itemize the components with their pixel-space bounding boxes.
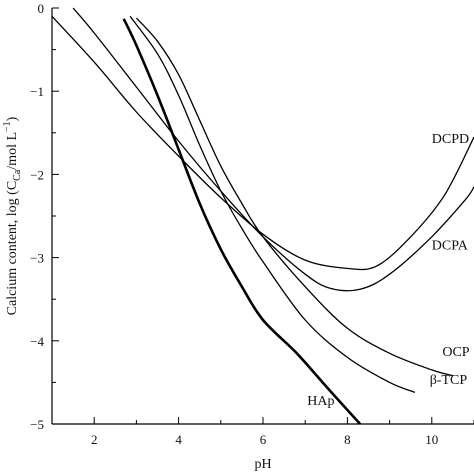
y-tick-label: −1	[30, 84, 44, 99]
series-line-ocp	[135, 17, 454, 377]
series-label-ocp: OCP	[442, 345, 469, 360]
y-axis-title-sub: Ca	[12, 169, 23, 181]
x-tick-label: 10	[425, 432, 438, 447]
y-axis-title: Calcium content, log (CCa/mol L−1)	[2, 116, 23, 315]
x-tick-label: 4	[175, 432, 182, 447]
series-line-tcp	[129, 15, 416, 394]
y-axis-title-main: Calcium content, log (C	[5, 181, 20, 316]
y-tick-label: −4	[30, 334, 44, 349]
x-tick-label: 8	[344, 432, 351, 447]
series-line-dcpd	[52, 15, 474, 271]
x-axis-title: pH	[254, 457, 271, 472]
series-label-hap: HAp	[307, 394, 334, 409]
x-tick-label: 6	[260, 432, 267, 447]
series-labels: DCPD DCPA OCP β-TCP HAp	[307, 132, 469, 409]
y-tick-label: −3	[30, 251, 44, 266]
y-axis-title-sup: −1	[2, 121, 13, 132]
y-tick-label: −5	[30, 417, 44, 432]
x-axis-ticks: 2 4 6 8 10	[51, 417, 474, 447]
series-label-dcpa: DCPA	[432, 238, 469, 253]
series-line-hap	[122, 18, 362, 424]
series-label-dcpd: DCPD	[432, 132, 469, 147]
y-axis-ticks: 0 −1 −2 −3 −4 −5	[30, 1, 59, 432]
series-label-tcp: β-TCP	[430, 373, 468, 388]
plot-lines	[52, 7, 474, 424]
y-tick-label: −2	[30, 167, 44, 182]
x-tick-label: 2	[91, 432, 98, 447]
y-tick-label: 0	[38, 1, 45, 16]
y-axis-title-unit: /mol L	[5, 132, 20, 170]
y-axis-title-close: )	[5, 116, 20, 121]
series-line-dcpa	[72, 7, 474, 292]
